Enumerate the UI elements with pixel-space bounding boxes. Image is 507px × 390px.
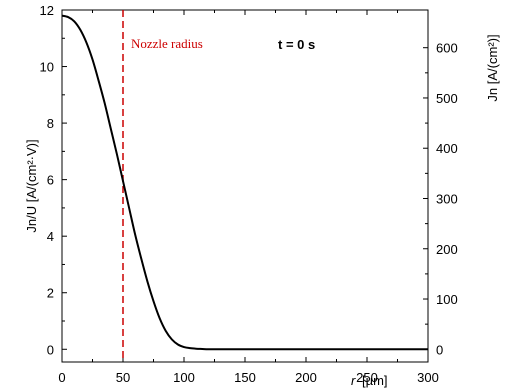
y-axis-left-title: Jn/U [A/(cm²·V)] [24, 139, 39, 232]
series-line [61, 14, 428, 351]
x-tick-label: 0 [58, 370, 65, 385]
x-tick-label: 250 [356, 370, 378, 385]
y-left-tick-label: 12 [40, 3, 54, 18]
y-axis-left: 0 2 4 6 8 10 12 [40, 3, 67, 357]
x-axis: 0 50 100 150 200 250 300 [58, 10, 439, 385]
y-axis-right: 0 100 200 300 400 500 600 [423, 41, 458, 357]
y-right-tick-label: 500 [436, 91, 458, 106]
y-left-tick-label: 2 [47, 286, 54, 301]
time-label: t = 0 s [278, 37, 315, 52]
y-left-tick-label: 6 [47, 173, 54, 188]
y-right-tick-label: 200 [436, 242, 458, 257]
x-axis-title-unit: [µm] [362, 373, 388, 388]
x-tick-label: 50 [116, 370, 130, 385]
y-left-tick-label: 8 [47, 116, 54, 131]
y-right-tick-label: 300 [436, 191, 458, 206]
x-tick-label: 150 [234, 370, 256, 385]
plot-frame [61, 9, 429, 363]
y-right-tick-label: 600 [436, 41, 458, 56]
y-left-tick-label: 4 [47, 229, 54, 244]
y-right-tick-label: 100 [436, 292, 458, 307]
y-left-tick-label: 0 [47, 342, 54, 357]
y-axis-right-title: Jn [A/(cm²)] [485, 34, 500, 101]
y-left-tick-label: 10 [40, 60, 54, 75]
x-tick-label: 200 [295, 370, 317, 385]
x-axis-title-var: r [351, 373, 356, 388]
x-tick-label: 300 [417, 370, 439, 385]
y-right-tick-label: 400 [436, 141, 458, 156]
y-right-tick-label: 0 [436, 342, 443, 357]
x-tick-label: 100 [173, 370, 195, 385]
nozzle-radius-label: Nozzle radius [131, 36, 203, 51]
